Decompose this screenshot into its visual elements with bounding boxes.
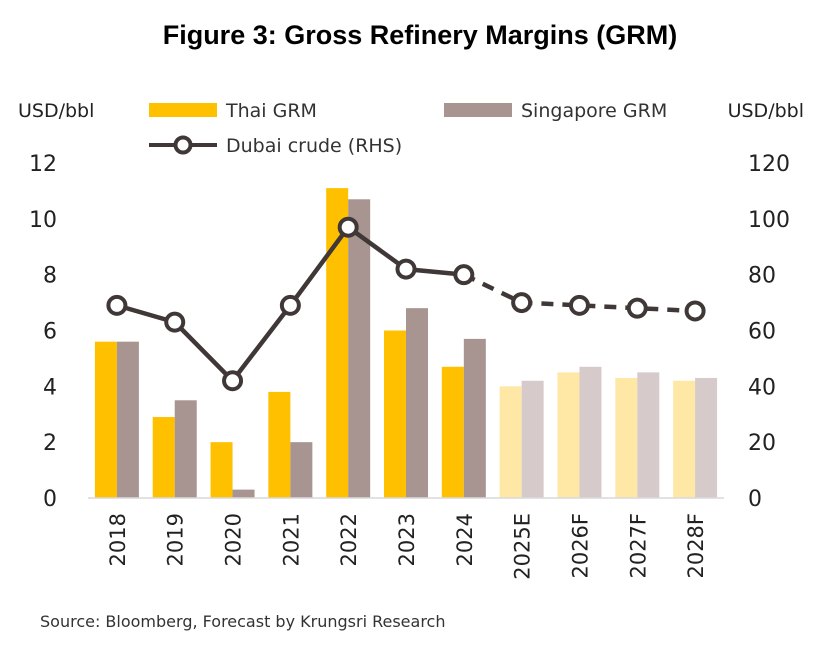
- x-tick-label-2021: 2021: [279, 513, 303, 566]
- x-tick-label-2023: 2023: [395, 513, 419, 566]
- bar-thai-grm-2028f: [673, 380, 696, 498]
- dubai-crude-point-2027f: [626, 297, 648, 319]
- left-y-tick-label: 4: [43, 375, 57, 400]
- dubai-crude-point-2023: [395, 258, 417, 280]
- bar-singapore-grm-2024: [463, 338, 486, 498]
- left-axis-unit-label: USD/bbl: [18, 100, 94, 122]
- bar-thai-grm-2025e: [499, 386, 522, 498]
- x-tick-label-2018: 2018: [106, 513, 130, 566]
- left-y-tick-label: 10: [29, 208, 57, 233]
- right-y-tick-label: 120: [748, 152, 790, 177]
- dubai-crude-point-2026f: [568, 294, 590, 316]
- bar-thai-grm-2020: [210, 442, 233, 498]
- right-y-tick-label: 0: [748, 487, 762, 512]
- dubai-crude-point-2028f: [684, 300, 706, 322]
- x-tick-label-2027f: 2027F: [626, 513, 650, 579]
- chart-title: Figure 3: Gross Refinery Margins (GRM): [163, 20, 678, 50]
- bar-thai-grm-2021: [268, 391, 291, 498]
- legend-marker-dubai-crude: [173, 135, 193, 155]
- legend: Thai GRM Singapore GRM Dubai crude (RHS): [149, 100, 667, 157]
- right-y-tick-label: 60: [748, 320, 776, 345]
- left-y-axis: 0 2 4 6 8 10 12: [29, 152, 57, 512]
- legend-label-thai-grm: Thai GRM: [225, 100, 317, 122]
- legend-swatch-singapore-grm: [444, 103, 512, 117]
- bar-thai-grm-2022: [326, 188, 349, 498]
- right-y-tick-label: 20: [748, 431, 776, 456]
- dubai-crude-point-2025e: [511, 292, 533, 314]
- right-y-axis: 0 20 40 60 80 100 120: [748, 152, 790, 512]
- bar-thai-grm-2026f: [557, 372, 580, 498]
- bar-singapore-grm-2020: [232, 489, 255, 498]
- right-axis-unit-label: USD/bbl: [728, 100, 804, 122]
- bar-singapore-grm-2028f: [695, 377, 718, 498]
- left-y-tick-label: 12: [29, 152, 57, 177]
- bars: [94, 188, 718, 498]
- source-note: Source: Bloomberg, Forecast by Krungsri …: [40, 612, 445, 631]
- bar-singapore-grm-2025e: [521, 380, 544, 498]
- bar-thai-grm-2018: [94, 341, 117, 498]
- bar-singapore-grm-2021: [290, 442, 313, 498]
- bar-singapore-grm-2022: [348, 199, 371, 498]
- bar-singapore-grm-2023: [406, 308, 428, 498]
- bar-thai-grm-2019: [152, 417, 175, 498]
- dubai-crude-point-2024: [453, 264, 475, 286]
- dubai-crude-point-2019: [164, 311, 186, 333]
- right-y-tick-label: 80: [748, 264, 776, 289]
- dubai-crude-point-2020: [222, 370, 244, 392]
- x-axis: 2018 2019 2020 2021 2022 2023 2024 2025E 2026F 20…: [106, 513, 708, 580]
- legend-label-singapore-grm: Singapore GRM: [521, 100, 667, 122]
- x-tick-label-2020: 2020: [222, 513, 246, 566]
- bar-singapore-grm-2026f: [579, 366, 602, 498]
- bar-thai-grm-2027f: [615, 377, 638, 498]
- right-y-tick-label: 100: [748, 208, 790, 233]
- legend-label-dubai-crude: Dubai crude (RHS): [226, 135, 402, 157]
- dubai-crude-line: [106, 216, 706, 392]
- x-tick-label-2019: 2019: [164, 513, 188, 566]
- dubai-crude-point-2021: [279, 294, 301, 316]
- x-tick-label-2022: 2022: [337, 513, 361, 566]
- x-tick-label-2025e: 2025E: [511, 513, 535, 580]
- right-y-tick-label: 40: [748, 375, 776, 400]
- bar-singapore-grm-2019: [174, 400, 197, 498]
- dubai-crude-point-2018: [106, 294, 128, 316]
- bar-singapore-grm-2027f: [637, 372, 660, 498]
- dubai-crude-line-forecast: [462, 272, 696, 314]
- left-y-tick-label: 8: [43, 264, 57, 289]
- x-tick-label-2024: 2024: [453, 513, 477, 566]
- left-y-tick-label: 0: [43, 487, 57, 512]
- bar-thai-grm-2023: [384, 330, 406, 498]
- legend-swatch-thai-grm: [149, 103, 217, 117]
- x-tick-label-2028f: 2028F: [684, 513, 708, 579]
- dubai-crude-point-2022: [337, 216, 359, 238]
- left-y-tick-label: 2: [43, 431, 57, 456]
- left-y-tick-label: 6: [43, 320, 57, 345]
- bar-thai-grm-2024: [441, 366, 464, 498]
- bar-singapore-grm-2018: [116, 341, 139, 498]
- x-tick-label-2026f: 2026F: [568, 513, 592, 579]
